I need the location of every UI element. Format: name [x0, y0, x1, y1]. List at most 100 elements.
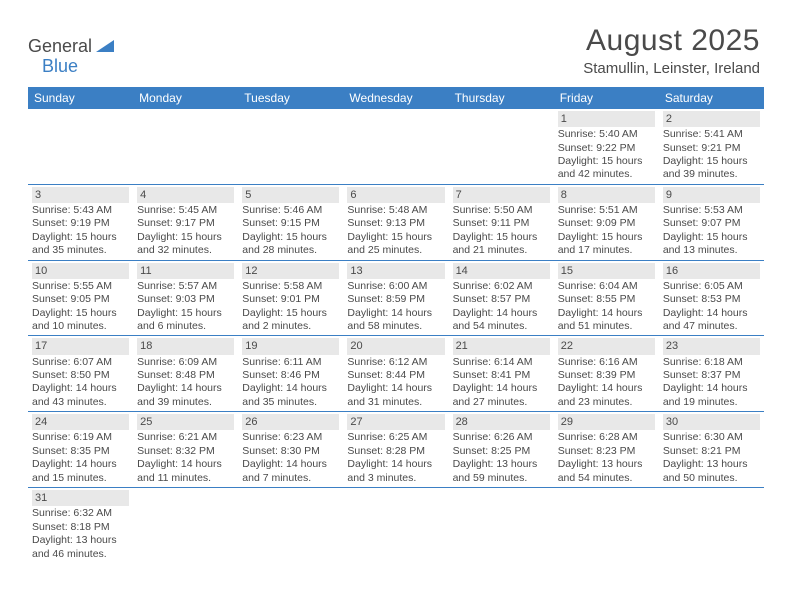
- week-row: 10Sunrise: 5:55 AMSunset: 9:05 PMDayligh…: [28, 261, 764, 337]
- day-cell: [238, 488, 343, 563]
- daylight-text: Daylight: 15 hours and 10 minutes.: [32, 307, 129, 334]
- daylight-text: Daylight: 15 hours and 21 minutes.: [453, 231, 550, 258]
- sunrise-text: Sunrise: 6:16 AM: [558, 356, 655, 369]
- day-cell: [449, 109, 554, 184]
- day-number: 8: [558, 187, 655, 203]
- day-header: Thursday: [449, 87, 554, 109]
- title-block: August 2025 Stamullin, Leinster, Ireland: [583, 24, 760, 77]
- day-header: Tuesday: [238, 87, 343, 109]
- daylight-text: Daylight: 14 hours and 43 minutes.: [32, 382, 129, 409]
- sunrise-text: Sunrise: 5:57 AM: [137, 280, 234, 293]
- day-number: 11: [137, 263, 234, 279]
- sunrise-text: Sunrise: 5:46 AM: [242, 204, 339, 217]
- sunset-text: Sunset: 9:09 PM: [558, 217, 655, 230]
- sunrise-text: Sunrise: 5:55 AM: [32, 280, 129, 293]
- sunrise-text: Sunrise: 6:28 AM: [558, 431, 655, 444]
- logo-text-1: General: [28, 36, 92, 57]
- day-cell: 11Sunrise: 5:57 AMSunset: 9:03 PMDayligh…: [133, 261, 238, 336]
- sunrise-text: Sunrise: 5:45 AM: [137, 204, 234, 217]
- sunrise-text: Sunrise: 5:51 AM: [558, 204, 655, 217]
- sunset-text: Sunset: 9:07 PM: [663, 217, 760, 230]
- sunrise-text: Sunrise: 5:41 AM: [663, 128, 760, 141]
- sunrise-text: Sunrise: 6:02 AM: [453, 280, 550, 293]
- sunset-text: Sunset: 8:37 PM: [663, 369, 760, 382]
- sunrise-text: Sunrise: 6:00 AM: [347, 280, 444, 293]
- day-cell: 31Sunrise: 6:32 AMSunset: 8:18 PMDayligh…: [28, 488, 133, 563]
- sunrise-text: Sunrise: 5:53 AM: [663, 204, 760, 217]
- day-number: 10: [32, 263, 129, 279]
- sunset-text: Sunset: 8:21 PM: [663, 445, 760, 458]
- day-cell: 2Sunrise: 5:41 AMSunset: 9:21 PMDaylight…: [659, 109, 764, 184]
- sunrise-text: Sunrise: 6:25 AM: [347, 431, 444, 444]
- day-cell: 15Sunrise: 6:04 AMSunset: 8:55 PMDayligh…: [554, 261, 659, 336]
- week-row: 17Sunrise: 6:07 AMSunset: 8:50 PMDayligh…: [28, 336, 764, 412]
- sunrise-text: Sunrise: 6:12 AM: [347, 356, 444, 369]
- sunset-text: Sunset: 8:57 PM: [453, 293, 550, 306]
- sunrise-text: Sunrise: 5:40 AM: [558, 128, 655, 141]
- daylight-text: Daylight: 13 hours and 50 minutes.: [663, 458, 760, 485]
- daylight-text: Daylight: 15 hours and 39 minutes.: [663, 155, 760, 182]
- sunrise-text: Sunrise: 6:23 AM: [242, 431, 339, 444]
- day-cell: 29Sunrise: 6:28 AMSunset: 8:23 PMDayligh…: [554, 412, 659, 487]
- daylight-text: Daylight: 14 hours and 23 minutes.: [558, 382, 655, 409]
- sunset-text: Sunset: 8:25 PM: [453, 445, 550, 458]
- day-number: 23: [663, 338, 760, 354]
- day-header: Saturday: [659, 87, 764, 109]
- day-number: 30: [663, 414, 760, 430]
- sunset-text: Sunset: 8:48 PM: [137, 369, 234, 382]
- sunrise-text: Sunrise: 5:50 AM: [453, 204, 550, 217]
- day-cell: 3Sunrise: 5:43 AMSunset: 9:19 PMDaylight…: [28, 185, 133, 260]
- day-number: 4: [137, 187, 234, 203]
- header: General August 2025 Stamullin, Leinster,…: [28, 24, 764, 77]
- sunrise-text: Sunrise: 5:58 AM: [242, 280, 339, 293]
- day-cell: 13Sunrise: 6:00 AMSunset: 8:59 PMDayligh…: [343, 261, 448, 336]
- daylight-text: Daylight: 15 hours and 42 minutes.: [558, 155, 655, 182]
- sunrise-text: Sunrise: 6:14 AM: [453, 356, 550, 369]
- sunset-text: Sunset: 9:01 PM: [242, 293, 339, 306]
- day-cell: 18Sunrise: 6:09 AMSunset: 8:48 PMDayligh…: [133, 336, 238, 411]
- sunset-text: Sunset: 9:21 PM: [663, 142, 760, 155]
- sunset-text: Sunset: 8:59 PM: [347, 293, 444, 306]
- day-number: 25: [137, 414, 234, 430]
- week-row: 3Sunrise: 5:43 AMSunset: 9:19 PMDaylight…: [28, 185, 764, 261]
- day-number: 5: [242, 187, 339, 203]
- sunset-text: Sunset: 9:11 PM: [453, 217, 550, 230]
- triangle-icon: [96, 36, 114, 57]
- sunrise-text: Sunrise: 6:11 AM: [242, 356, 339, 369]
- week-row: 1Sunrise: 5:40 AMSunset: 9:22 PMDaylight…: [28, 109, 764, 185]
- daylight-text: Daylight: 14 hours and 3 minutes.: [347, 458, 444, 485]
- sunrise-text: Sunrise: 6:09 AM: [137, 356, 234, 369]
- sunrise-text: Sunrise: 6:21 AM: [137, 431, 234, 444]
- day-header: Wednesday: [343, 87, 448, 109]
- daylight-text: Daylight: 14 hours and 58 minutes.: [347, 307, 444, 334]
- daylight-text: Daylight: 15 hours and 35 minutes.: [32, 231, 129, 258]
- daylight-text: Daylight: 13 hours and 59 minutes.: [453, 458, 550, 485]
- day-cell: 26Sunrise: 6:23 AMSunset: 8:30 PMDayligh…: [238, 412, 343, 487]
- sunset-text: Sunset: 9:19 PM: [32, 217, 129, 230]
- daylight-text: Daylight: 14 hours and 15 minutes.: [32, 458, 129, 485]
- sunset-text: Sunset: 9:17 PM: [137, 217, 234, 230]
- week-row: 31Sunrise: 6:32 AMSunset: 8:18 PMDayligh…: [28, 488, 764, 563]
- day-cell: 19Sunrise: 6:11 AMSunset: 8:46 PMDayligh…: [238, 336, 343, 411]
- day-number: 24: [32, 414, 129, 430]
- day-cell: 17Sunrise: 6:07 AMSunset: 8:50 PMDayligh…: [28, 336, 133, 411]
- day-number: 31: [32, 490, 129, 506]
- day-cell: 5Sunrise: 5:46 AMSunset: 9:15 PMDaylight…: [238, 185, 343, 260]
- location: Stamullin, Leinster, Ireland: [583, 60, 760, 77]
- day-cell: 12Sunrise: 5:58 AMSunset: 9:01 PMDayligh…: [238, 261, 343, 336]
- day-number: 13: [347, 263, 444, 279]
- day-cell: 14Sunrise: 6:02 AMSunset: 8:57 PMDayligh…: [449, 261, 554, 336]
- day-cell: 8Sunrise: 5:51 AMSunset: 9:09 PMDaylight…: [554, 185, 659, 260]
- day-cell: [659, 488, 764, 563]
- sunset-text: Sunset: 9:05 PM: [32, 293, 129, 306]
- day-cell: 24Sunrise: 6:19 AMSunset: 8:35 PMDayligh…: [28, 412, 133, 487]
- sunset-text: Sunset: 9:15 PM: [242, 217, 339, 230]
- day-number: 29: [558, 414, 655, 430]
- day-cell: [343, 109, 448, 184]
- sunrise-text: Sunrise: 5:43 AM: [32, 204, 129, 217]
- sunrise-text: Sunrise: 6:05 AM: [663, 280, 760, 293]
- daylight-text: Daylight: 14 hours and 47 minutes.: [663, 307, 760, 334]
- day-cell: 16Sunrise: 6:05 AMSunset: 8:53 PMDayligh…: [659, 261, 764, 336]
- calendar: Sunday Monday Tuesday Wednesday Thursday…: [28, 87, 764, 563]
- day-number: 28: [453, 414, 550, 430]
